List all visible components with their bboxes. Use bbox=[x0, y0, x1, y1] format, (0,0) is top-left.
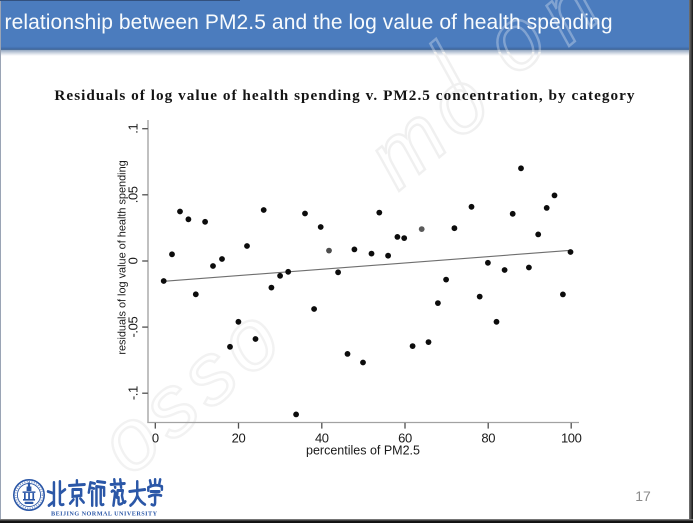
svg-text:60: 60 bbox=[398, 430, 412, 445]
svg-text:-.05: -.05 bbox=[126, 317, 141, 338]
svg-text:0: 0 bbox=[126, 257, 141, 264]
svg-text:80: 80 bbox=[481, 430, 495, 445]
svg-text:.05: .05 bbox=[126, 186, 141, 203]
svg-text:0: 0 bbox=[152, 430, 159, 445]
svg-text:40: 40 bbox=[315, 430, 329, 445]
svg-text:BEIJING NORMAL UNIVERSITY: BEIJING NORMAL UNIVERSITY bbox=[51, 511, 158, 518]
svg-text:percentiles of PM2.5: percentiles of PM2.5 bbox=[306, 444, 420, 458]
svg-text:100: 100 bbox=[561, 430, 582, 445]
svg-text:20: 20 bbox=[232, 430, 246, 445]
svg-text:.1: .1 bbox=[126, 124, 141, 134]
svg-text:residuals of log value of heal: residuals of log value of health spendin… bbox=[117, 160, 129, 354]
svg-text:-.1: -.1 bbox=[126, 386, 141, 400]
